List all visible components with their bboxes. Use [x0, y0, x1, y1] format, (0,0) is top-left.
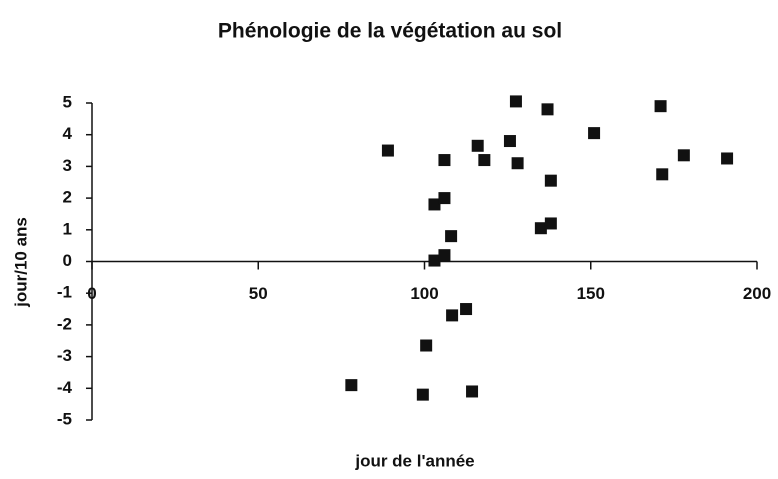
x-tick-label: 50 [249, 284, 268, 303]
point [588, 127, 601, 140]
point [677, 149, 690, 162]
y-tick-label: -1 [57, 283, 72, 302]
y-tick-label: -2 [57, 314, 72, 333]
point [541, 103, 554, 116]
point [544, 217, 557, 230]
y-axis-label: jour/10 ans [11, 217, 30, 308]
x-tick-label: 150 [577, 284, 605, 303]
point [654, 100, 667, 113]
point [466, 385, 479, 398]
point [381, 144, 394, 157]
point [503, 135, 516, 148]
y-tick-label: 3 [63, 156, 72, 175]
y-tick-label: 1 [63, 219, 72, 238]
point [544, 174, 557, 187]
y-tick-label: 4 [63, 124, 73, 143]
point [656, 168, 669, 181]
point [509, 95, 522, 108]
x-tick-label: 200 [743, 284, 771, 303]
point [471, 139, 484, 152]
point [438, 249, 451, 262]
point [345, 379, 358, 392]
point [534, 222, 547, 235]
y-tick-label: 5 [63, 92, 72, 111]
point [446, 309, 459, 322]
point [438, 154, 451, 167]
y-tick-label: -4 [57, 378, 73, 397]
y-tick-label: 2 [63, 188, 72, 207]
y-tick-label: -3 [57, 346, 72, 365]
point [438, 192, 451, 205]
point [428, 198, 441, 211]
x-tick-label: 100 [410, 284, 438, 303]
point [478, 154, 491, 167]
point [460, 303, 473, 316]
x-tick-label: 0 [87, 284, 96, 303]
x-axis-label: jour de l'année [354, 451, 474, 470]
point [511, 157, 524, 170]
point [420, 339, 433, 352]
chart-title: Phénologie de la végétation au sol [218, 20, 562, 43]
point [445, 230, 458, 243]
point [416, 388, 429, 401]
point [721, 152, 734, 165]
y-tick-label: -5 [57, 409, 72, 428]
point [428, 254, 441, 267]
y-tick-label: 0 [63, 251, 72, 270]
